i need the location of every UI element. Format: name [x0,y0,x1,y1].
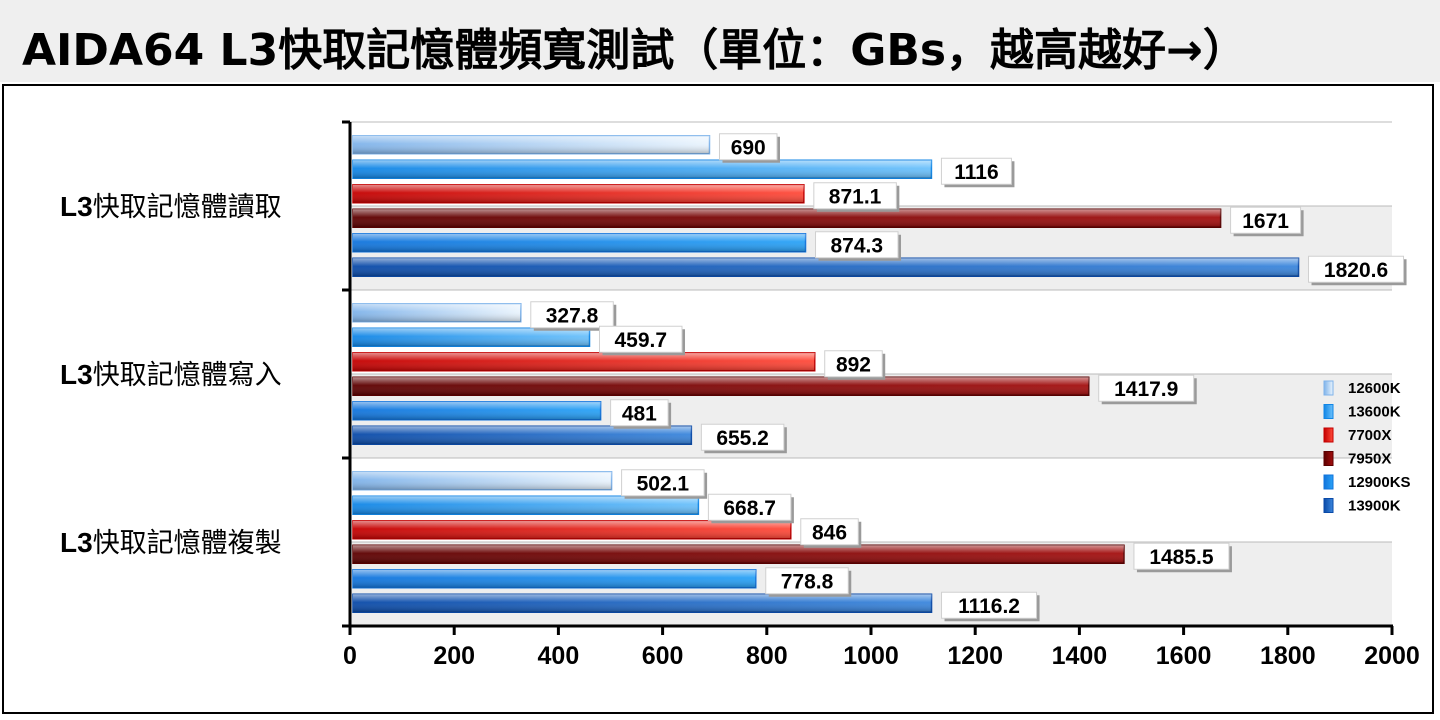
bar-12900ks-3-shine [353,569,756,588]
bars [352,135,1300,613]
bar-12900ks-1-shine [353,233,806,252]
data-label: 1820.6 [1324,259,1388,282]
bar-7700x-1-shine [353,184,804,203]
bar-12600k-3-shine [353,471,612,490]
chart-title: AIDA64 L3快取記憶體頻寬測試（單位：GBs，越高越好→） [22,25,1247,76]
data-label: 778.8 [781,570,834,593]
data-label-box [707,493,792,521]
bar-12900ks-2-shine [353,401,601,420]
data-label-box [610,399,669,427]
data-label-box [800,518,859,546]
x-tick-label: 1400 [1052,642,1108,670]
x-tick-label: 1200 [947,642,1003,670]
bar-12600k-2-shine [353,303,521,322]
x-tick-label: 800 [746,642,788,670]
data-label: 1671 [1242,210,1289,233]
data-label-box [815,231,899,259]
legend-swatch-12900ks [1323,474,1334,490]
bar-7950x-3-shine [353,545,1124,564]
category-label: L3快取記憶體寫入 [60,359,282,391]
axes: L3快取記憶體讀取 L3快取記憶體寫入 L3快取記憶體複製 0 200 400 600 800… [60,120,1420,670]
bar-13900k-2-shine [353,426,692,445]
chart-frame: 690 1116 871.1 1671 874.3 1820.6 327.8 459.7 892… [2,84,1434,714]
bar-12600k-1-shine [353,135,710,154]
data-label: 327.8 [546,304,599,327]
data-label: 668.7 [723,497,776,520]
bar-13600k-3-shine [353,496,699,515]
legend-swatch-12600k [1323,380,1334,396]
x-tick-label: 200 [433,642,475,670]
x-tick-label: 0 [343,642,357,670]
legend-label-7950x: 7950X [1348,451,1391,468]
bar-13600k-2-shine [353,328,590,347]
data-label: 1485.5 [1149,546,1214,569]
bar-7950x-1-shine [353,209,1221,228]
legend: 12600K 13600K 7700X 7950X 12900KS 13900K [1323,380,1411,515]
legend-label-12900ks: 12900KS [1348,474,1411,491]
data-label-box [941,591,1038,619]
legend-label-13600k: 13600K [1348,404,1401,421]
data-label-box [1098,374,1195,402]
data-label: 690 [731,136,766,159]
data-label: 892 [836,353,871,376]
bar-7700x-3-shine [353,520,791,539]
legend-swatch-13900k [1323,498,1334,513]
data-label-box [718,133,778,161]
bar-13900k-3-shine [353,594,932,613]
x-tick-label: 2000 [1364,642,1420,670]
data-label: 871.1 [829,185,882,208]
data-label-box [1133,542,1230,570]
data-label-box [700,423,785,451]
data-label: 502.1 [637,472,690,495]
data-label-box [765,567,849,595]
data-label: 874.3 [830,234,883,257]
data-label: 846 [812,521,847,544]
bar-13600k-1-shine [353,160,932,179]
data-labels: 690 1116 871.1 1671 874.3 1820.6 327.8 459.7 892… [530,133,1407,622]
legend-label-7700x: 7700X [1348,427,1391,444]
data-label: 655.2 [716,427,769,450]
category-label: L3快取記憶體複製 [60,527,282,559]
data-label-box [1230,206,1302,234]
bar-chart: 690 1116 871.1 1671 874.3 1820.6 327.8 459.7 892… [60,120,1420,670]
legend-swatch-7950x [1323,451,1334,466]
data-label-box [940,157,1012,185]
bar-7950x-2-shine [353,377,1089,396]
data-label-box [824,350,883,378]
data-label: 1417.9 [1114,378,1178,401]
bar-7700x-2-shine [353,352,815,371]
data-label: 1116 [954,161,998,184]
x-tick-label: 1600 [1156,642,1212,670]
legend-swatch-13600k [1323,404,1334,419]
data-label-box [1308,255,1405,283]
data-label-box [530,301,614,329]
bar-13900k-1-shine [353,258,1299,277]
x-tick-label: 1800 [1260,642,1316,670]
data-label-box [621,469,705,497]
legend-swatch-7700x [1323,427,1334,443]
data-label: 1116.2 [958,595,1020,618]
data-label: 459.7 [614,329,667,352]
data-label-box [813,182,897,210]
x-tick-label: 600 [642,642,684,670]
x-tick-label: 400 [538,642,580,670]
x-tick-label: 1000 [843,642,899,670]
data-label: 481 [622,402,657,425]
legend-label-13900k: 13900K [1348,498,1401,515]
title-bar: AIDA64 L3快取記憶體頻寬測試（單位：GBs，越高越好→） [0,0,1440,82]
legend-label-12600k: 12600K [1348,380,1401,397]
data-label-box [599,325,683,353]
category-label: L3快取記憶體讀取 [60,191,282,223]
